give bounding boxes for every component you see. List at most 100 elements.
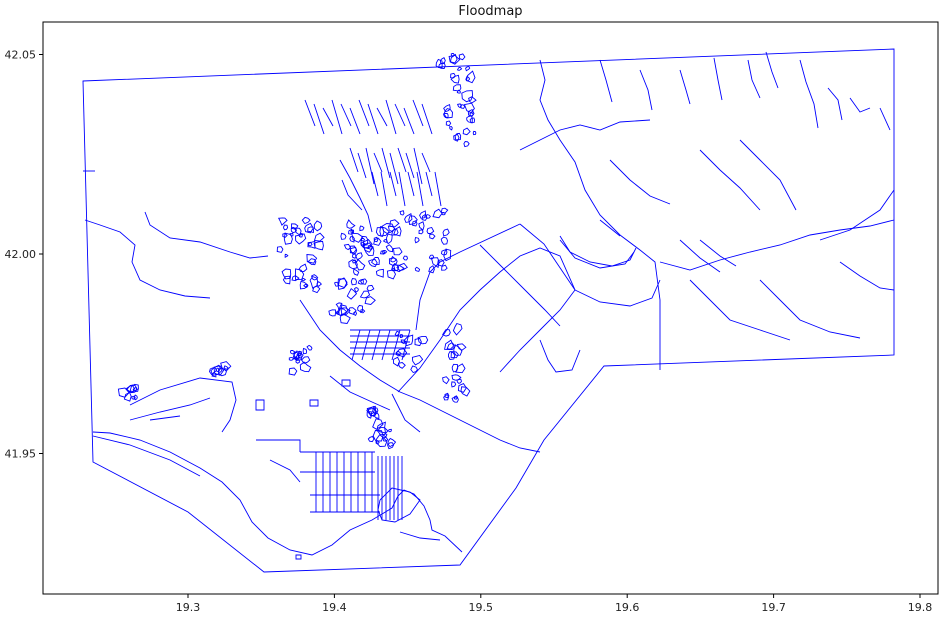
wetland-contour (367, 244, 374, 250)
wetland-contour (284, 253, 289, 259)
wetland-contour (450, 72, 456, 79)
wetland-contour (354, 259, 366, 271)
wetland-contour (312, 285, 321, 294)
wetland-contour (340, 232, 347, 240)
river (129, 377, 237, 433)
wetland-contour (350, 229, 355, 233)
wetland-contour (125, 384, 136, 394)
wetland-contour (362, 239, 373, 250)
stream (747, 59, 761, 99)
street (381, 329, 391, 361)
stream (679, 69, 691, 105)
wetland-contour (301, 356, 311, 364)
shoreline-segment (92, 435, 201, 477)
wetland-contour (430, 257, 440, 269)
chart-title: Floodmap (458, 4, 523, 19)
wetland-contour (379, 250, 386, 255)
wetland-contour (337, 277, 348, 289)
wetland-contour (404, 212, 413, 223)
stream (699, 239, 737, 267)
stream (639, 69, 653, 111)
small-feature (295, 554, 302, 560)
wetland-contour (399, 334, 404, 339)
wetland-contour (456, 378, 462, 384)
stream (385, 99, 397, 135)
wetland-contour (408, 215, 418, 226)
wetland-contour (391, 262, 400, 272)
wetland-contour (391, 228, 399, 236)
stream (358, 99, 370, 127)
wetland-contour (307, 226, 314, 234)
wetland-contour (282, 232, 288, 238)
river (559, 235, 637, 267)
wetland-contour (426, 226, 435, 234)
x-axis: 19.3 19.4 19.5 19.6 19.7 19.8 (176, 594, 932, 614)
river (129, 397, 211, 421)
stream (389, 152, 399, 185)
wetland-contour (343, 243, 351, 251)
wetland-contour (396, 262, 408, 272)
wetland-contour (301, 278, 307, 282)
stream (599, 219, 621, 237)
wetland-contour (295, 354, 300, 360)
stream (689, 279, 791, 341)
stream (699, 149, 761, 211)
stream (713, 57, 723, 101)
stream (827, 87, 843, 121)
wetland-contour (443, 394, 449, 401)
wetland-contour (414, 337, 422, 347)
wetland-contour (308, 241, 313, 247)
wetland-contour (418, 221, 425, 231)
stream (759, 279, 861, 339)
wetland-contour (393, 356, 400, 367)
wetland-contour (445, 120, 452, 127)
wetland-contour (451, 374, 462, 381)
wetland-contour (350, 277, 357, 286)
stream (331, 99, 343, 135)
small-feature (309, 399, 319, 407)
wetland-contour (402, 255, 408, 261)
wetland-contour (379, 226, 390, 237)
wetland-contour (382, 249, 388, 255)
wetland-contour (452, 322, 463, 336)
wetland-contour (450, 351, 459, 359)
wetland-contour (428, 265, 435, 274)
street (391, 329, 401, 361)
stream (407, 171, 415, 197)
wetland-contour (453, 395, 458, 400)
wetland-contour (290, 223, 299, 230)
river (519, 119, 651, 151)
stream (421, 152, 431, 173)
stream (397, 147, 407, 173)
stream (380, 171, 388, 207)
wetland-contour (462, 127, 471, 136)
y-tick-label: 42.05 (5, 49, 37, 62)
wetland-contour (372, 430, 384, 442)
wetland-contour (294, 268, 305, 281)
stream (340, 103, 352, 127)
wetland-contour (386, 233, 393, 245)
wetland-contour (450, 74, 460, 84)
wetland-contour (458, 53, 466, 61)
stream (421, 103, 433, 135)
river (539, 339, 581, 373)
wetland-contour (457, 383, 467, 393)
wetland-contour (465, 70, 476, 84)
wetland-contour (399, 210, 405, 216)
river (149, 415, 181, 421)
wetland-contour (442, 228, 450, 237)
stream (398, 171, 406, 207)
wetland-contour (375, 268, 384, 278)
wetland-contour (339, 313, 351, 324)
river (341, 179, 363, 211)
boundary-outline (82, 48, 895, 573)
stream (394, 103, 406, 127)
wetland-contour (364, 296, 376, 305)
wetland-contour (448, 350, 456, 360)
wetland-contour (428, 254, 435, 260)
wetland-contour (440, 207, 449, 214)
drainage-channel (269, 459, 301, 483)
wetland-contour (440, 236, 448, 245)
wetland-contour (441, 212, 446, 216)
wetland-contour (372, 418, 384, 430)
